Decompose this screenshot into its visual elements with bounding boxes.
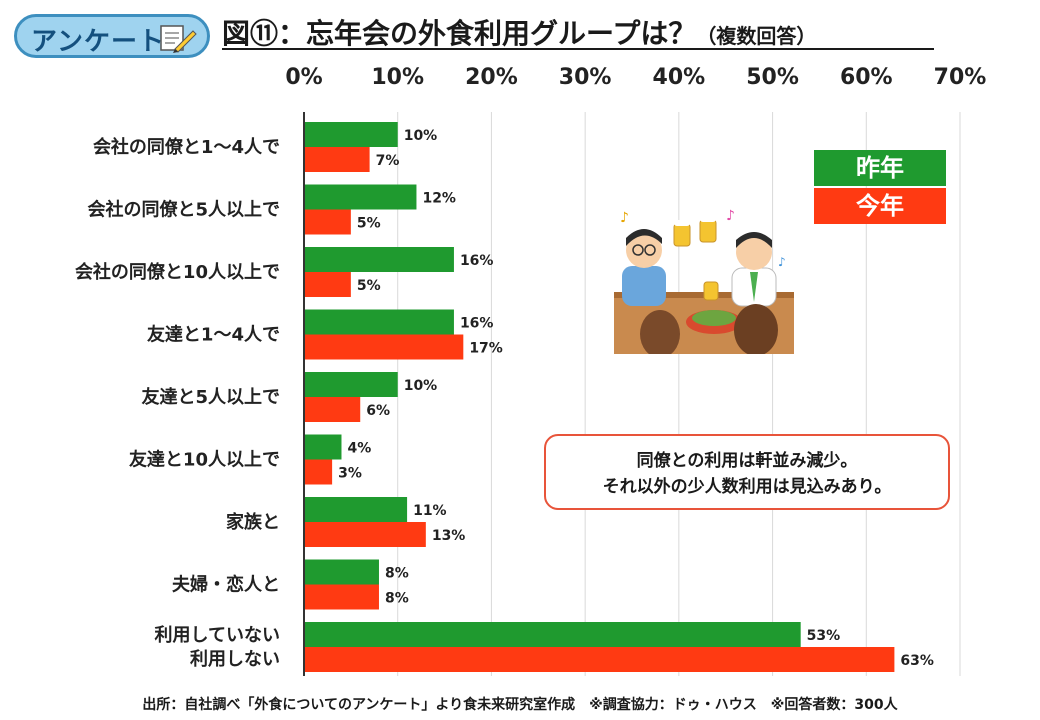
bar-this-year [304, 522, 426, 547]
bar-last-year [304, 559, 379, 585]
page-title: 図⑪：忘年会の外食利用グループは？（複数回答） [222, 12, 816, 52]
x-axis-tick-labels: 0% 10% 20% 30% 40% 50% 60% 70% [285, 65, 986, 90]
page-title-main: 図⑪：忘年会の外食利用グループは？ [222, 17, 697, 50]
bar-this-year [304, 334, 464, 360]
title-underline [222, 48, 934, 50]
x-tick-label: 60% [840, 65, 893, 90]
data-label: 8% [385, 591, 409, 607]
x-tick-label: 30% [559, 65, 612, 90]
data-label: 11% [413, 503, 447, 519]
data-label: 10% [404, 128, 438, 144]
data-label: 7% [376, 153, 400, 169]
callout-line-1: 同僚との利用は軒並み減少。 [636, 451, 858, 471]
x-tick-label: 40% [653, 65, 706, 90]
svg-text:♪: ♪ [778, 255, 786, 269]
memo-pencil-icon [160, 25, 197, 53]
data-label: 10% [404, 378, 438, 394]
category-label: 会社の同僚と10人以上で [75, 261, 280, 283]
data-label: 3% [338, 466, 362, 482]
category-label: 友達と1～4人で [147, 324, 280, 346]
category-label: 友達と10人以上で [129, 449, 280, 471]
chart-bars [304, 122, 895, 672]
bar-last-year [304, 309, 454, 335]
x-tick-label: 70% [934, 65, 987, 90]
category-label: 夫婦・恋人と [172, 574, 280, 596]
data-label: 6% [366, 403, 390, 419]
callout-line-2: それ以外の少人数利用は見込みあり。 [602, 477, 892, 497]
svg-text:♪: ♪ [620, 210, 629, 226]
bar-this-year [304, 584, 379, 610]
bar-this-year [304, 272, 351, 297]
page-title-sub: （複数回答） [696, 24, 817, 48]
bar-chart: 0% 10% 20% 30% 40% 50% 60% 70% 会社の同僚と1～4人で会社の同僚… [75, 65, 986, 676]
category-label: 友達と5人以上で [141, 386, 280, 408]
data-labels: 10%7%12%5%16%5%16%17%10%6%4%3%11%13%8%8%… [338, 128, 934, 669]
party-illustration: ♪ ♪ ♪ [614, 208, 794, 354]
data-label: 8% [385, 566, 409, 582]
data-label: 12% [422, 191, 456, 207]
category-label: 利用しない [190, 648, 280, 670]
data-label: 53% [807, 628, 841, 644]
category-label: 家族と [226, 511, 280, 533]
data-label: 5% [357, 278, 381, 294]
x-tick-label: 50% [746, 65, 799, 90]
data-label: 63% [900, 653, 934, 669]
legend-item-this-year: 今年 [814, 188, 946, 224]
x-tick-label: 10% [371, 65, 424, 90]
bar-last-year [304, 497, 408, 522]
category-labels: 会社の同僚と1～4人で会社の同僚と5人以上で会社の同僚と10人以上で友達と1～4… [75, 136, 280, 670]
bar-this-year [304, 647, 895, 672]
category-label: 会社の同僚と1～4人で [93, 136, 280, 158]
bar-this-year [304, 147, 370, 172]
data-label: 4% [347, 441, 371, 457]
data-label: 17% [469, 341, 503, 357]
bar-this-year [304, 459, 333, 485]
survey-badge-label: アンケート [31, 27, 165, 57]
x-tick-label: 20% [465, 65, 518, 90]
data-label: 16% [460, 316, 494, 332]
svg-text:♪: ♪ [726, 208, 735, 224]
callout-box: 同僚との利用は軒並み減少。 それ以外の少人数利用は見込みあり。 [544, 434, 950, 510]
chart-legend: 昨年 今年 [814, 150, 946, 226]
x-tick-label: 0% [285, 65, 322, 90]
source-footnote: 出所：自社調べ「外食についてのアンケート」より食未来研究室作成 ※調査協力：ドゥ… [142, 697, 898, 713]
survey-badge: アンケート [14, 14, 210, 58]
category-label: 会社の同僚と5人以上で [87, 199, 280, 221]
bar-last-year [304, 184, 417, 210]
data-label: 16% [460, 253, 494, 269]
data-label: 13% [432, 528, 466, 544]
bar-this-year [304, 397, 361, 422]
bar-last-year [304, 122, 398, 147]
bar-last-year [304, 622, 801, 647]
bar-last-year [304, 372, 398, 397]
data-label: 5% [357, 216, 381, 232]
category-label: 利用していない [155, 624, 280, 646]
bar-last-year [304, 247, 454, 272]
legend-item-last-year: 昨年 [814, 150, 946, 186]
bar-this-year [304, 209, 351, 235]
bar-last-year [304, 434, 342, 460]
